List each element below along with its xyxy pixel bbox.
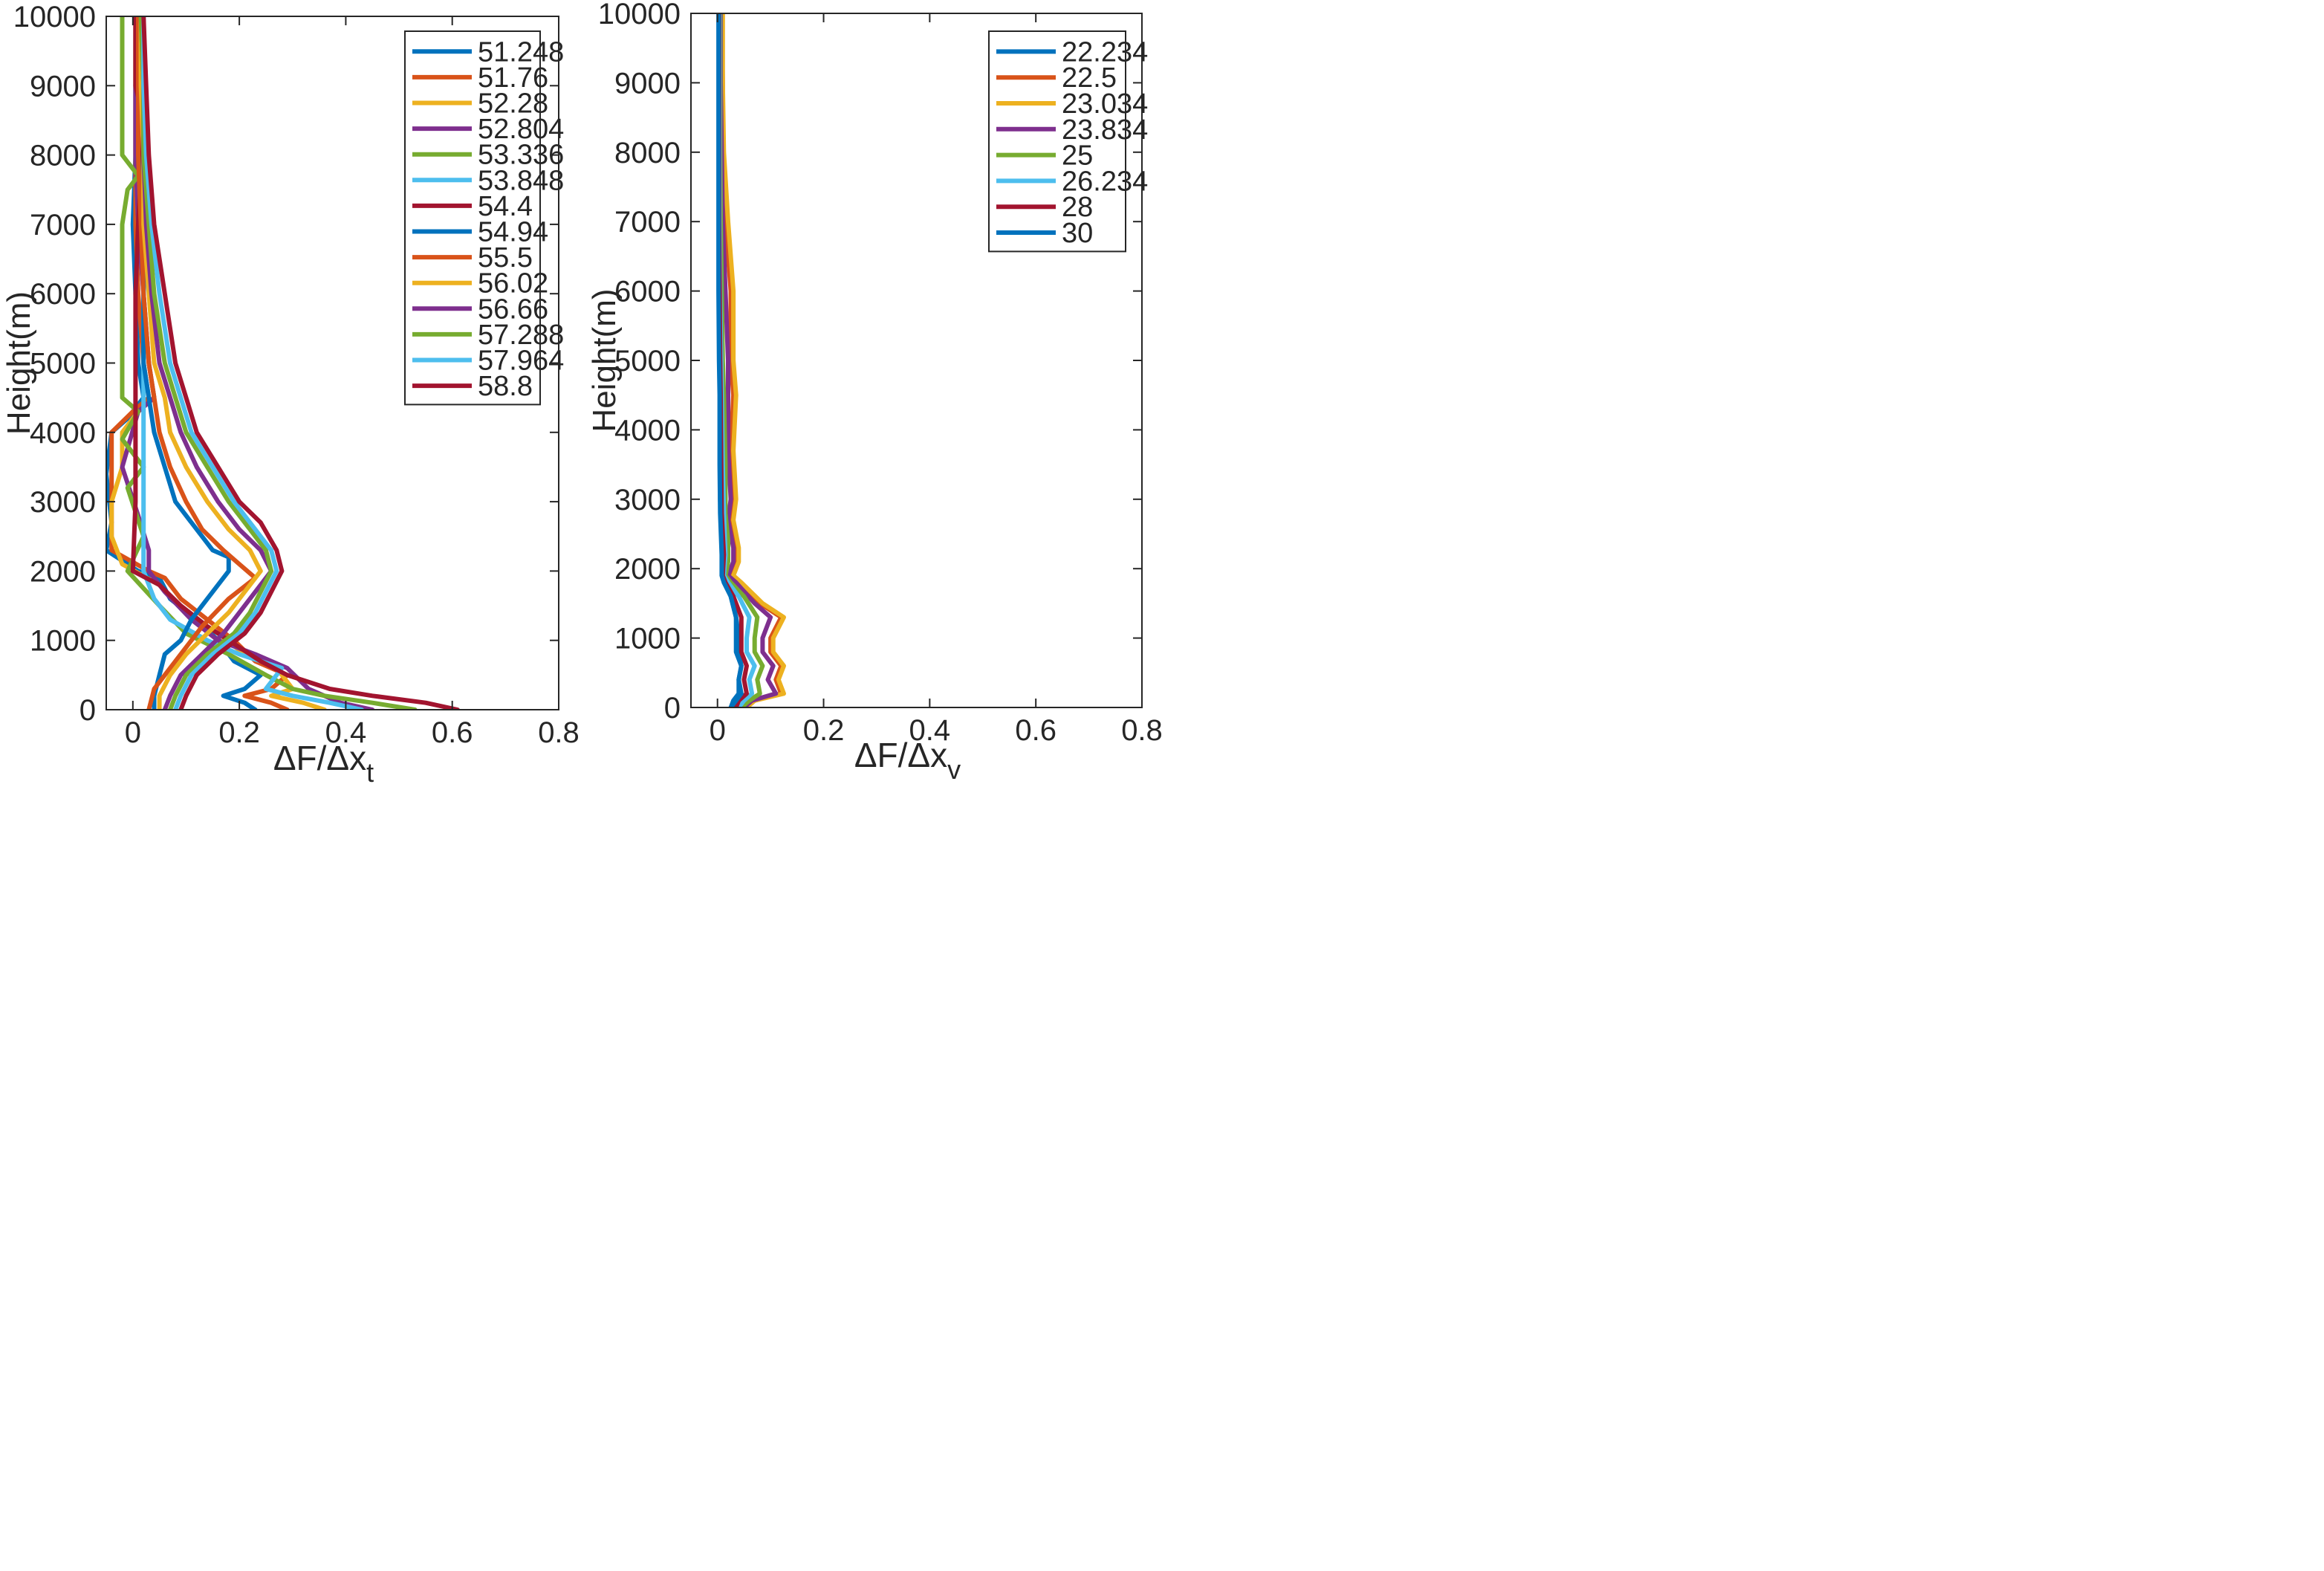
y-tick-label: 4000 bbox=[614, 414, 681, 447]
y-tick-label: 0 bbox=[664, 692, 681, 725]
x-tick-label: 0.4 bbox=[909, 714, 951, 747]
y-tick-label: 8000 bbox=[614, 137, 681, 169]
y-tick-label: 2000 bbox=[614, 553, 681, 586]
legend-label: 28 bbox=[1062, 192, 1093, 223]
y-tick-label: 4000 bbox=[30, 417, 96, 450]
y-tick-label: 1000 bbox=[614, 623, 681, 655]
series-line-56.02 bbox=[138, 16, 263, 710]
series-lines bbox=[716, 13, 786, 707]
y-tick-label: 10000 bbox=[598, 0, 681, 30]
y-tick-label: 3000 bbox=[30, 486, 96, 519]
x-tick-label: 0.8 bbox=[538, 716, 580, 749]
y-tick-label: 6000 bbox=[30, 278, 96, 311]
legend: 51.24851.7652.2852.80453.33653.84854.454… bbox=[404, 30, 564, 406]
legend-label: 55.5 bbox=[478, 242, 533, 273]
y-tick-label: 7000 bbox=[30, 209, 96, 242]
x-tick-label: 0 bbox=[125, 716, 141, 749]
left-plot-panel: 0 0.2 0.4 0.6 0.8 0 1000 2000 3000 4000 5000 6000 70… bbox=[1, 1, 580, 788]
series-line-30 bbox=[716, 13, 744, 707]
x-axis-label: ΔF/Δxv bbox=[854, 736, 961, 785]
legend-label: 22.234 bbox=[1062, 36, 1148, 68]
x-tick-label: 0.8 bbox=[1121, 714, 1163, 747]
series-line-57.288 bbox=[138, 16, 274, 710]
y-axis-label: Height(m) bbox=[586, 288, 623, 432]
legend-label: 23.034 bbox=[1062, 88, 1148, 120]
series-line-23.834 bbox=[718, 13, 779, 707]
legend-label: 25 bbox=[1062, 140, 1093, 172]
x-tick-label: 0.2 bbox=[218, 716, 260, 749]
legend-box bbox=[988, 30, 1126, 253]
legend-label: 58.8 bbox=[478, 371, 533, 402]
x-axis-label-main: ΔF/Δx bbox=[854, 736, 947, 774]
legend-label: 57.288 bbox=[478, 320, 564, 351]
y-tick-label: 5000 bbox=[614, 345, 681, 378]
legend-label: 53.336 bbox=[478, 140, 564, 171]
series-line-54.4 bbox=[130, 16, 460, 710]
legend-label: 56.02 bbox=[478, 268, 548, 299]
legend-label: 54.94 bbox=[478, 217, 548, 248]
y-tick-label: 5000 bbox=[30, 348, 96, 380]
x-axis-label-subscript: t bbox=[366, 757, 374, 788]
y-tick-label: 9000 bbox=[30, 70, 96, 103]
series-line-23.034 bbox=[720, 13, 786, 707]
legend-label: 54.4 bbox=[478, 191, 533, 222]
y-tick-label: 8000 bbox=[30, 140, 96, 172]
legend-box bbox=[404, 30, 541, 406]
x-tick-label: 0.2 bbox=[803, 714, 845, 747]
legend-label: 30 bbox=[1062, 218, 1093, 249]
y-tick-label: 1000 bbox=[30, 625, 96, 658]
legend-label: 53.848 bbox=[478, 165, 564, 196]
x-tick-label: 0.6 bbox=[432, 716, 473, 749]
series-line-56.66 bbox=[138, 16, 274, 710]
series-lines bbox=[106, 16, 460, 710]
legend-label: 26.234 bbox=[1062, 166, 1148, 197]
right-plot-panel: 0 0.2 0.4 0.6 0.8 0 1000 2000 3000 4000 5000 6000 70… bbox=[586, 0, 1163, 785]
legend-label: 51.76 bbox=[478, 62, 548, 94]
legend-label: 52.28 bbox=[478, 88, 548, 120]
series-line-58.8 bbox=[141, 16, 285, 710]
legend-label: 23.834 bbox=[1062, 114, 1148, 146]
legend-label: 57.964 bbox=[478, 346, 564, 377]
x-axis-label-subscript: v bbox=[947, 754, 961, 785]
series-line-55.5 bbox=[136, 16, 258, 710]
legend-label: 52.804 bbox=[478, 114, 564, 145]
legend-label: 51.248 bbox=[478, 36, 564, 68]
y-tick-label: 0 bbox=[79, 694, 96, 727]
y-tick-label: 7000 bbox=[614, 206, 681, 239]
series-line-57.964 bbox=[141, 16, 279, 710]
x-tick-label: 0.6 bbox=[1015, 714, 1056, 747]
y-tick-label: 2000 bbox=[30, 555, 96, 588]
y-tick-label: 3000 bbox=[614, 484, 681, 516]
x-axis-label-main: ΔF/Δx bbox=[273, 739, 366, 777]
legend-label: 22.5 bbox=[1062, 62, 1117, 94]
x-tick-label: 0.4 bbox=[325, 716, 367, 749]
y-tick-label: 10000 bbox=[13, 1, 96, 33]
legend-label: 56.66 bbox=[478, 294, 548, 325]
y-tick-label: 6000 bbox=[614, 276, 681, 308]
x-tick-label: 0 bbox=[710, 714, 726, 747]
y-tick-label: 9000 bbox=[614, 67, 681, 100]
y-axis-label: Height(m) bbox=[1, 291, 37, 435]
series-line-22.5 bbox=[719, 13, 784, 707]
x-axis-label: ΔF/Δxt bbox=[273, 739, 374, 788]
